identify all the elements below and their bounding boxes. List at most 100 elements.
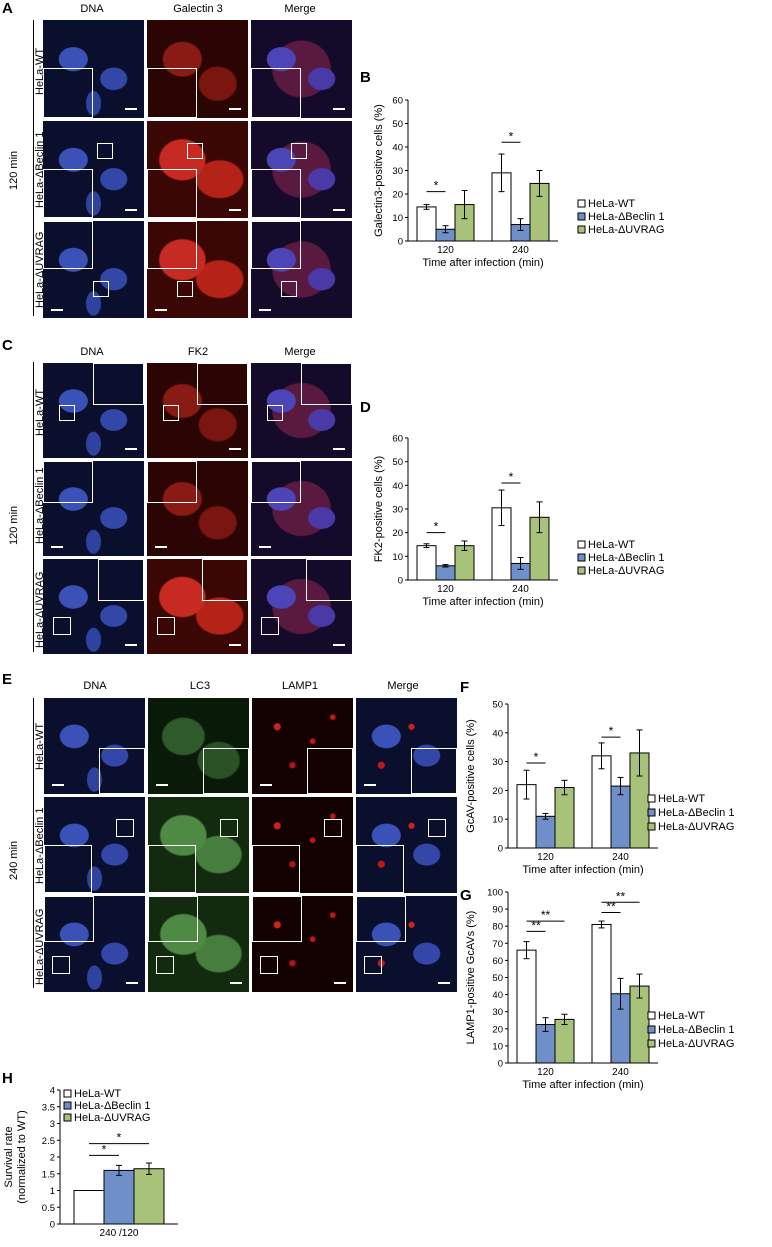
y-tick-label: 60 — [392, 434, 403, 445]
y-tick-label: 50 — [492, 973, 503, 984]
y-tick-label: 2.5 — [42, 1136, 55, 1147]
x-tick-label: 240 /120 — [100, 1228, 139, 1239]
y-tick-label: 30 — [492, 757, 503, 768]
legend-label: HeLa-ΔUVRAG — [588, 224, 664, 236]
micrograph — [251, 121, 352, 218]
significance-marker: * — [509, 129, 514, 143]
bar — [516, 949, 537, 1064]
micrograph — [148, 896, 249, 992]
micrograph — [251, 363, 352, 458]
x-axis-label: Time after infection (min) — [422, 257, 543, 269]
legend-label: HeLa-ΔUVRAG — [588, 565, 664, 577]
legend-swatch — [577, 212, 586, 221]
micrograph — [252, 698, 353, 794]
chart-h: H Survival rate(normalized to WT) 0 0.5 1 1.5… — [2, 1070, 178, 1239]
x-axis-label: Time after infection (min) — [522, 1079, 643, 1091]
y-tick-label: 30 — [392, 505, 403, 516]
bar — [416, 206, 437, 242]
bar — [554, 787, 575, 849]
micrograph — [43, 221, 144, 318]
y-tick-label: 4 — [50, 1086, 55, 1097]
panel-label-e: E — [2, 671, 13, 688]
chart-d: D FK2-positive cells (%) 0 10 20 30 40 50 60 120 2… — [360, 400, 664, 608]
legend-swatch — [63, 1101, 72, 1110]
y-tick-label: 0.5 — [42, 1203, 55, 1214]
y-tick-label: 40 — [492, 728, 503, 739]
legend-swatch — [647, 1039, 656, 1048]
column-header-dna: DNA — [80, 346, 104, 358]
column-header-galectin3: Galectin 3 — [173, 3, 223, 15]
y-tick-label: 3 — [50, 1119, 55, 1130]
y-tick-label: 70 — [492, 939, 503, 950]
micrograph — [43, 121, 144, 218]
legend-swatch — [577, 225, 586, 234]
y-tick-label: 20 — [392, 190, 403, 201]
panel-label: G — [460, 887, 472, 904]
panel-label-a: A — [2, 0, 13, 17]
micrograph — [147, 121, 248, 218]
x-axis-label: Time after infection (min) — [422, 596, 543, 608]
significance-marker: * — [534, 750, 539, 764]
column-header-merge: Merge — [284, 346, 316, 358]
y-tick-label: 30 — [392, 166, 403, 177]
micrograph — [147, 559, 248, 654]
significance-marker: * — [609, 724, 614, 738]
legend-label: HeLa-WT — [658, 793, 705, 805]
panel-label: D — [360, 400, 371, 416]
legend-swatch — [647, 822, 656, 831]
row-group-bracket — [33, 20, 34, 316]
y-tick-label: 0 — [498, 844, 503, 855]
panel-label-c: C — [2, 337, 13, 354]
legend-label: HeLa-ΔBeclin 1 — [658, 807, 734, 819]
legend-label: HeLa-WT — [588, 198, 635, 210]
y-tick-label: 60 — [492, 956, 503, 967]
legend-label: HeLa-ΔBeclin 1 — [74, 1100, 150, 1112]
legend-label: HeLa-ΔBeclin 1 — [658, 1024, 734, 1036]
y-tick-label: 0 — [398, 237, 403, 248]
legend-swatch — [647, 794, 656, 803]
time-label: 120 min — [8, 150, 20, 190]
micrograph — [252, 797, 353, 893]
column-header-fk2: FK2 — [187, 346, 209, 358]
y-tick-label: 1 — [50, 1186, 55, 1197]
bar — [133, 1168, 165, 1225]
y-axis-label: LAMP1-positive GcAVs (%) — [465, 911, 477, 1045]
time-label: 240 min — [8, 840, 20, 880]
bar — [591, 923, 612, 1064]
x-tick-label: 120 — [437, 245, 454, 256]
row-group-bracket — [33, 362, 34, 652]
y-tick-label: 50 — [392, 119, 403, 130]
micrograph — [251, 461, 352, 556]
micrograph — [251, 221, 352, 318]
column-header-lamp1: LAMP1 — [281, 680, 319, 692]
y-tick-label: 10 — [492, 1041, 503, 1052]
micrograph — [147, 363, 248, 458]
micrograph — [252, 896, 353, 992]
time-label: 120 min — [8, 505, 20, 545]
micrograph — [147, 461, 248, 556]
legend-label: HeLa-ΔUVRAG — [658, 821, 734, 833]
significance-marker: ** — [606, 900, 616, 914]
row-group-bracket — [33, 698, 34, 988]
micrograph — [251, 559, 352, 654]
micrograph — [43, 363, 144, 458]
chart-g: G LAMP1-positive GcAVs (%) 0 10 20 30 40 50 60 70… — [460, 887, 734, 1091]
y-tick-label: 50 — [392, 457, 403, 468]
bar — [416, 545, 437, 581]
x-tick-label: 240 — [612, 852, 629, 863]
bar — [435, 565, 456, 581]
legend-swatch — [577, 553, 586, 562]
micrograph — [44, 896, 145, 992]
x-tick-label: 120 — [537, 852, 554, 863]
micrograph — [148, 698, 249, 794]
micrograph — [43, 461, 144, 556]
bar — [103, 1169, 135, 1225]
legend-label: HeLa-WT — [74, 1088, 121, 1100]
significance-marker: * — [434, 520, 439, 534]
y-tick-label: 40 — [492, 990, 503, 1001]
micrograph — [44, 797, 145, 893]
x-axis-label: Time after infection (min) — [522, 864, 643, 876]
legend-label: HeLa-ΔBeclin 1 — [588, 211, 664, 223]
legend-swatch — [63, 1089, 72, 1098]
y-tick-label: 10 — [392, 213, 403, 224]
